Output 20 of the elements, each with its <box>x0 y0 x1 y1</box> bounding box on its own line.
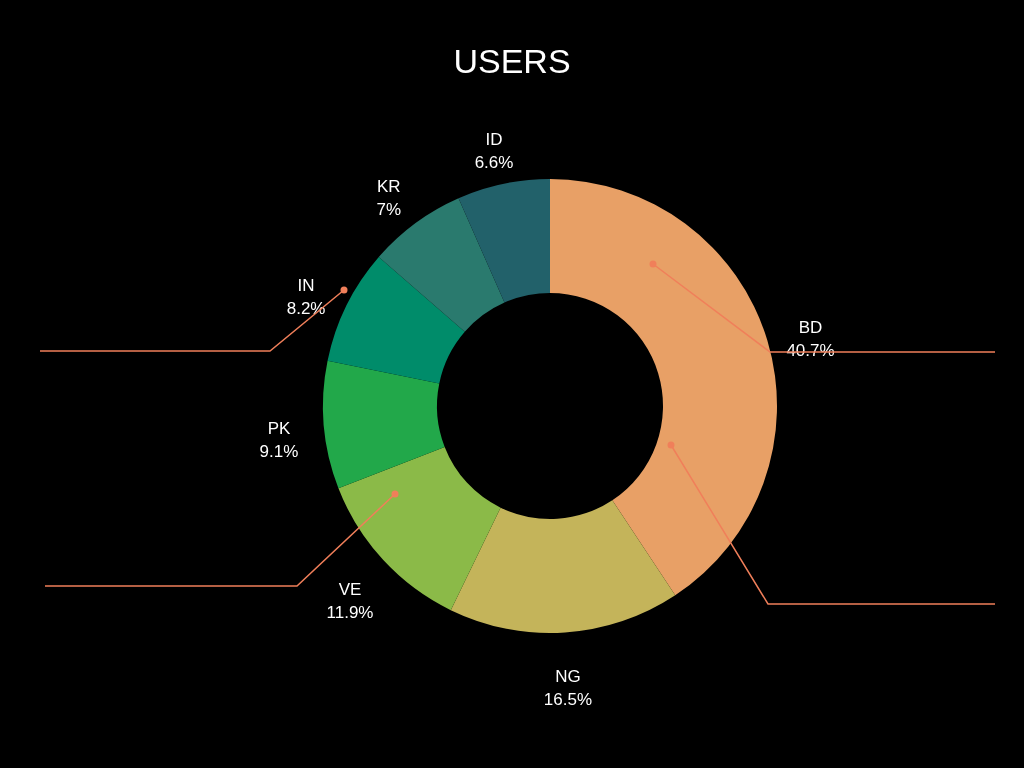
slice-label: KR <box>376 176 401 196</box>
data-label: 8.2% <box>286 298 326 318</box>
slice-label: BD <box>798 317 823 337</box>
data-label: 6.6% <box>474 152 514 172</box>
slice-label: NG <box>555 667 581 687</box>
slice-label: VE <box>338 580 362 600</box>
donut-slice <box>450 500 676 633</box>
chart-title: USERS <box>453 42 571 80</box>
slice-label: PK <box>267 419 291 439</box>
slice-label: ID <box>485 129 503 149</box>
donut-slice <box>378 198 505 332</box>
donut-slice <box>550 179 777 596</box>
data-label: 7% <box>376 199 402 219</box>
data-label: 16.5% <box>543 690 593 710</box>
data-label: 11.9% <box>326 603 374 623</box>
donut-slice <box>327 256 465 384</box>
data-label: 9.1% <box>259 442 299 462</box>
donut-slice <box>323 360 445 489</box>
slice-label: IN <box>297 275 315 295</box>
donut-slice <box>458 179 550 303</box>
